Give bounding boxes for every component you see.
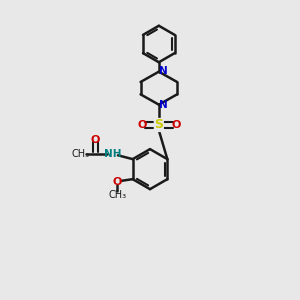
Text: O: O (171, 120, 181, 130)
Text: CH₃: CH₃ (72, 149, 90, 159)
Text: O: O (137, 120, 146, 130)
Text: N: N (159, 100, 168, 110)
Text: O: O (113, 176, 122, 187)
Text: N: N (159, 66, 168, 76)
Text: CH₃: CH₃ (108, 190, 126, 200)
Text: NH: NH (104, 149, 122, 159)
Text: O: O (91, 135, 100, 145)
Text: S: S (154, 118, 163, 131)
